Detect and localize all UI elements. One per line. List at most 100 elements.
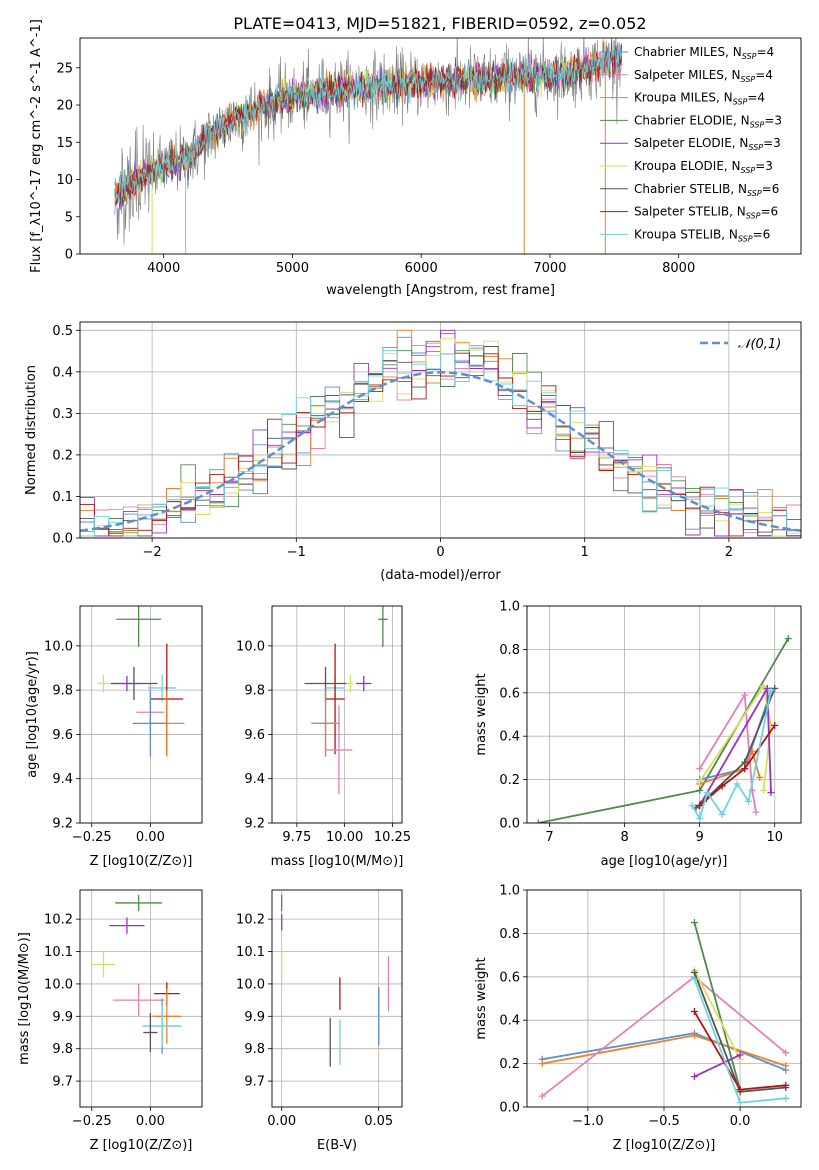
weight-marker — [703, 789, 711, 797]
plot-area — [91, 894, 183, 1054]
y-tick-label: 10.0 — [236, 977, 265, 992]
x-tick-label: −0.5 — [648, 1114, 680, 1129]
y-tick-label: 0.8 — [499, 643, 520, 658]
legend-label: Kroupa STELIB, NSSP=6 — [634, 227, 770, 243]
y-tick-label: 9.4 — [244, 772, 265, 787]
weight-marker — [696, 778, 704, 786]
legend-label: Chabrier STELIB, NSSP=6 — [634, 182, 779, 198]
legend-label: Salpeter ELODIE, NSSP=3 — [634, 136, 781, 152]
x-tick-label: 2 — [725, 545, 733, 560]
y-axis-label: mass [log10(M/M⊙)] — [17, 932, 32, 1065]
x-axis-label: wavelength [Angstrom, rest frame] — [326, 283, 555, 298]
weight-line — [693, 922, 741, 1090]
weight-marker — [767, 687, 775, 695]
panel-mass_vs_Z: −0.25 0.00 9.7 9.8 9.9 10.0 10.1 10.2 Z [log10(Z… — [17, 889, 203, 1153]
x-tick-label: 6000 — [405, 261, 438, 276]
weight-marker — [736, 1051, 744, 1059]
y-tick-label: 10.1 — [236, 945, 265, 960]
weight-marker — [690, 1073, 698, 1081]
weight-marker — [696, 815, 704, 823]
y-axis-label: Flux [f_λ10^-17 erg cm^-2 s^-1 A^-1] — [29, 19, 44, 273]
x-axis-label: Z [log10(Z/Z⊙)] — [90, 1138, 193, 1153]
legend-label: 𝒩(0,1) — [738, 337, 781, 352]
y-tick-label: 9.7 — [52, 1075, 73, 1090]
weight-marker — [696, 802, 704, 810]
panel-weight_vs_age: 7 8 9 10 0.0 0.2 0.4 0.6 0.8 1.0 age [log10(age/yr… — [474, 600, 802, 869]
y-tick-label: 9.6 — [52, 728, 73, 743]
y-tick-label: 9.8 — [244, 1042, 265, 1057]
y-axis-label: mass weight — [474, 957, 489, 1039]
y-tick-label: 10 — [56, 173, 73, 188]
legend: Chabrier MILES, NSSP=4 Salpeter MILES, NS… — [600, 45, 782, 243]
panel-age_vs_Z: −0.25 0.00 9.2 9.4 9.6 9.8 10.0 Z [log10(Z/Z⊙)]… — [25, 605, 203, 869]
x-axis-label: Z [log10(Z/Z⊙)] — [90, 854, 193, 869]
axes-frame — [79, 321, 802, 539]
y-axis-label: age [log10(age/yr)] — [25, 651, 40, 778]
weight-marker — [782, 1081, 790, 1089]
weight-marker — [733, 780, 741, 788]
x-axis-label: E(B-V) — [317, 1138, 357, 1153]
panel-weight_vs_Z: −1.0 −0.5 0.0 0.0 0.2 0.4 0.6 0.8 1.0 Z [log10(Z/… — [474, 884, 802, 1153]
y-tick-label: 15 — [56, 136, 73, 151]
residual-histogram-step — [80, 350, 801, 537]
y-tick-label: 25 — [56, 61, 73, 76]
plot-area — [97, 606, 185, 757]
legend-label: Salpeter MILES, NSSP=4 — [634, 68, 773, 84]
y-tick-label: 20 — [56, 99, 73, 114]
plot-area — [114, 38, 623, 254]
legend-label: Chabrier MILES, NSSP=4 — [634, 45, 774, 61]
x-axis-label: Z [log10(Z/Z⊙)] — [613, 1138, 716, 1153]
weight-marker — [718, 810, 726, 818]
legend-label: Salpeter STELIB, NSSP=6 — [634, 205, 778, 221]
y-tick-label: 9.6 — [244, 728, 265, 743]
figure-title: PLATE=0413, MJD=51821, FIBERID=0592, z=0… — [233, 14, 646, 33]
x-tick-label: 7000 — [533, 261, 566, 276]
axes-frame — [271, 605, 403, 824]
x-axis-label: age [log10(age/yr)] — [601, 854, 728, 869]
weight-marker — [690, 919, 698, 927]
y-tick-label: 9.2 — [244, 817, 265, 832]
axes-frame — [79, 37, 802, 255]
weight-line — [698, 692, 757, 813]
weight-marker — [690, 1008, 698, 1016]
y-axis-label: mass weight — [474, 673, 489, 755]
axes-frame — [79, 889, 203, 1108]
plot-area — [538, 919, 790, 1107]
weight-marker — [696, 765, 704, 773]
y-tick-label: 1.0 — [499, 600, 520, 615]
weight-marker — [759, 786, 767, 794]
legend-label: Kroupa MILES, NSSP=4 — [634, 91, 765, 107]
weight-marker — [736, 1086, 744, 1094]
y-axis-label: Normed distribution — [24, 365, 39, 495]
weight-marker — [741, 758, 749, 766]
x-tick-label: 9.75 — [282, 830, 311, 845]
x-tick-label: 10 — [766, 830, 783, 845]
panel-spectrum: 4000 5000 6000 7000 8000 0 5 10 15 20 25 wavelength… — [29, 19, 802, 298]
x-tick-label: 4000 — [147, 261, 180, 276]
panel-residual_histogram: −2 −1 0 1 2 0.0 0.1 0.2 0.3 0.4 0.5 (data-model)/er… — [24, 321, 802, 583]
legend-label: Chabrier ELODIE, NSSP=3 — [634, 113, 782, 129]
x-tick-label: 0 — [436, 545, 444, 560]
x-tick-label: −1.0 — [572, 1114, 604, 1129]
panel-mass_vs_ebv: 0.00 0.05 9.7 9.8 9.9 10.0 10.1 10.2 E(B-V) — [236, 889, 403, 1153]
y-tick-label: 0.4 — [52, 365, 73, 380]
y-tick-label: 0 — [65, 248, 73, 263]
weight-marker — [782, 1062, 790, 1070]
axes-frame — [526, 605, 802, 824]
y-tick-label: 0.6 — [499, 970, 520, 985]
legend-label: Kroupa ELODIE, NSSP=3 — [634, 159, 773, 175]
weight-marker — [771, 684, 779, 692]
y-tick-label: 0.5 — [52, 324, 73, 339]
y-tick-label: 10.0 — [44, 977, 73, 992]
weight-marker — [534, 819, 542, 823]
y-tick-label: 9.7 — [244, 1075, 265, 1090]
y-tick-label: 9.9 — [244, 1010, 265, 1025]
weight-marker — [696, 786, 704, 794]
y-tick-label: 9.2 — [52, 817, 73, 832]
axes-frame — [526, 889, 802, 1108]
panel-age_vs_mass: 9.75 10.00 10.25 9.2 9.4 9.6 9.8 10.0 mass [log1… — [236, 605, 411, 869]
weight-marker — [741, 691, 749, 699]
x-tick-label: 0.0 — [730, 1114, 751, 1129]
axes-frame — [271, 889, 403, 1108]
